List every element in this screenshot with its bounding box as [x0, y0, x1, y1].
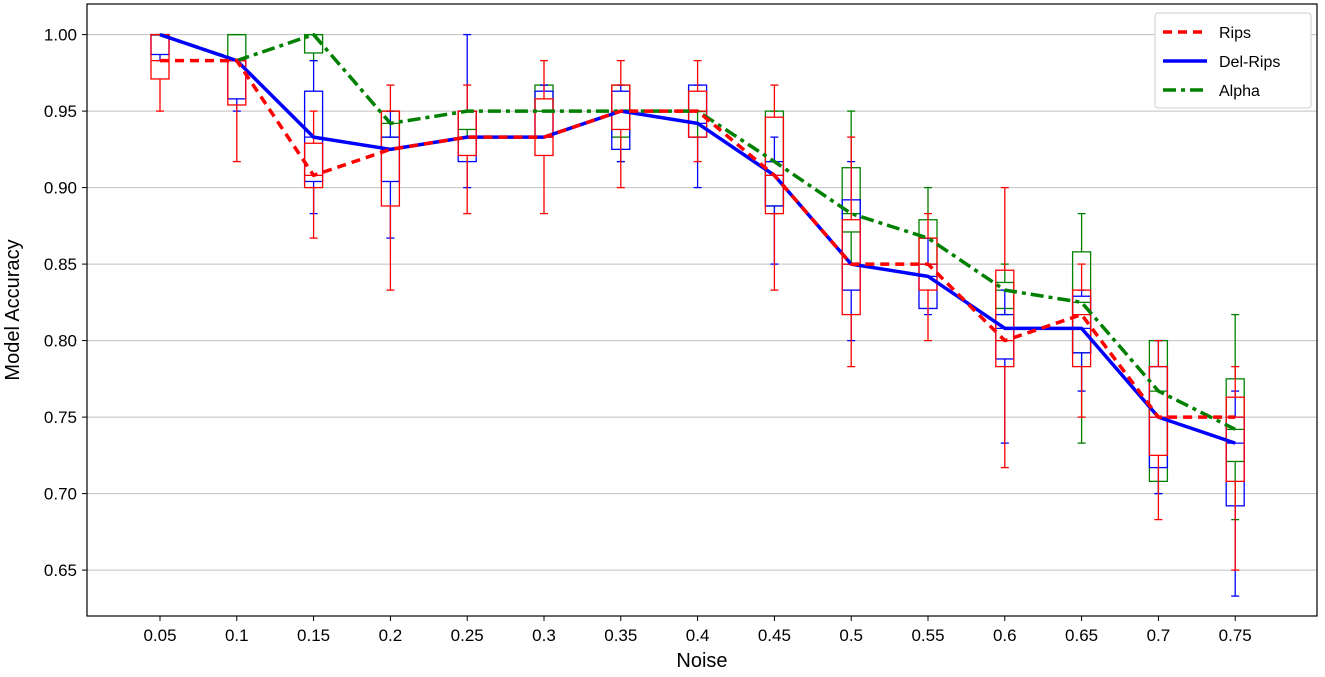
- y-tick-label: 1.00: [44, 26, 77, 45]
- legend-label-alpha: Alpha: [1219, 83, 1260, 100]
- x-tick-label: 0.45: [758, 626, 791, 645]
- y-tick-label: 0.75: [44, 408, 77, 427]
- y-tick-label: 0.65: [44, 561, 77, 580]
- x-tick-label: 0.15: [297, 626, 330, 645]
- x-tick-label: 0.5: [839, 626, 863, 645]
- x-tick-label: 0.65: [1065, 626, 1098, 645]
- x-tick-label: 0.6: [993, 626, 1017, 645]
- y-tick-label: 0.80: [44, 332, 77, 351]
- rips-box: [611, 59, 631, 189]
- rips-box-rect: [611, 84, 631, 131]
- legend-label-rips: Rips: [1219, 25, 1251, 42]
- del-rips-line: [159, 32, 1236, 445]
- rips-line: [160, 58, 1236, 419]
- legend-frame: [1154, 12, 1312, 109]
- x-tick-label: 0.3: [532, 626, 556, 645]
- y-tick-label: 0.90: [44, 179, 77, 198]
- rips-box-rect: [687, 90, 708, 138]
- x-axis-title: Noise: [676, 650, 727, 672]
- rips-box: [457, 84, 477, 215]
- legend-label-del-rips: Del-Rips: [1219, 54, 1280, 71]
- y-tick-label: 0.95: [44, 102, 77, 121]
- alpha-line: [159, 32, 1236, 431]
- x-tick-label: 0.75: [1219, 626, 1252, 645]
- rips-box-rect: [995, 269, 1015, 368]
- x-tick-label: 0.4: [686, 626, 710, 645]
- x-tick-label: 0.25: [451, 626, 484, 645]
- y-axis-title: Model Accuracy: [2, 239, 24, 380]
- del-rips-box-rect: [380, 136, 401, 183]
- rips-box: [764, 84, 785, 291]
- alpha-box: [457, 110, 477, 138]
- rips-box: [150, 33, 170, 112]
- series-lines: [159, 32, 1236, 445]
- rips-box-rect: [534, 98, 554, 157]
- y-tick-label: 0.85: [44, 255, 77, 274]
- x-tick-label: 0.05: [143, 626, 176, 645]
- rips-box: [380, 84, 401, 291]
- x-tick-label: 0.2: [379, 626, 403, 645]
- axis-ticks: 0.65 0.70 0.75 0.80 0.85 0.90 0.95 1.00 0.05 0.1 0…: [44, 26, 1252, 645]
- gridlines: [87, 34, 1317, 571]
- boxplots: [150, 33, 1245, 597]
- rips-box-rect: [380, 110, 401, 207]
- rips-box-rect: [764, 116, 785, 215]
- rips-box-rect: [1148, 365, 1169, 456]
- del-rips-box-rect: [303, 90, 324, 183]
- alpha-box-rect: [457, 110, 477, 131]
- plot-frame: [86, 3, 1318, 617]
- rips-box-rect: [303, 142, 324, 189]
- legend: Rips Del-Rips Alpha: [1154, 12, 1312, 109]
- x-tick-label: 0.35: [604, 626, 637, 645]
- del-rips-box-rect: [995, 313, 1015, 360]
- x-tick-label: 0.55: [911, 626, 944, 645]
- rips-box: [1148, 339, 1169, 521]
- y-tick-label: 0.70: [44, 485, 77, 504]
- x-tick-label: 0.1: [225, 626, 249, 645]
- x-tick-label: 0.7: [1147, 626, 1171, 645]
